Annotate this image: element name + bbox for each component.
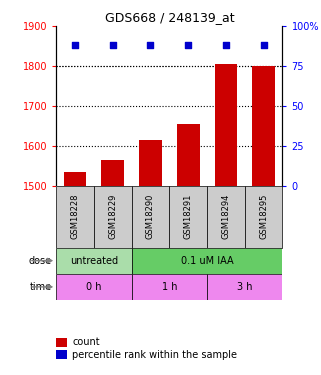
Bar bbox=[177, 124, 199, 186]
Text: untreated: untreated bbox=[70, 256, 118, 266]
Text: 0.1 uM IAA: 0.1 uM IAA bbox=[181, 256, 233, 266]
FancyBboxPatch shape bbox=[56, 186, 94, 248]
FancyBboxPatch shape bbox=[207, 186, 245, 248]
Text: GSM18229: GSM18229 bbox=[108, 194, 117, 239]
Point bbox=[261, 42, 266, 48]
Point bbox=[186, 42, 191, 48]
FancyBboxPatch shape bbox=[245, 186, 282, 248]
Point bbox=[110, 42, 115, 48]
FancyBboxPatch shape bbox=[207, 274, 282, 300]
Title: GDS668 / 248139_at: GDS668 / 248139_at bbox=[105, 11, 234, 24]
Bar bbox=[252, 66, 275, 186]
FancyBboxPatch shape bbox=[132, 274, 207, 300]
Text: count: count bbox=[72, 337, 100, 347]
Text: GSM18294: GSM18294 bbox=[221, 194, 230, 239]
Text: percentile rank within the sample: percentile rank within the sample bbox=[72, 350, 237, 360]
Bar bbox=[101, 160, 124, 186]
FancyBboxPatch shape bbox=[94, 186, 132, 248]
Bar bbox=[214, 64, 237, 186]
Text: 3 h: 3 h bbox=[237, 282, 253, 292]
FancyBboxPatch shape bbox=[132, 248, 282, 274]
FancyBboxPatch shape bbox=[132, 186, 169, 248]
Bar bbox=[64, 172, 86, 186]
Bar bbox=[139, 140, 162, 186]
Text: 1 h: 1 h bbox=[161, 282, 177, 292]
Text: GSM18295: GSM18295 bbox=[259, 194, 268, 239]
Text: 0 h: 0 h bbox=[86, 282, 102, 292]
FancyBboxPatch shape bbox=[169, 186, 207, 248]
Text: dose: dose bbox=[29, 256, 52, 266]
FancyBboxPatch shape bbox=[56, 248, 132, 274]
Point bbox=[223, 42, 229, 48]
Text: GSM18291: GSM18291 bbox=[184, 194, 193, 239]
FancyBboxPatch shape bbox=[56, 274, 132, 300]
Point bbox=[73, 42, 78, 48]
Text: GSM18290: GSM18290 bbox=[146, 194, 155, 239]
Text: GSM18228: GSM18228 bbox=[71, 194, 80, 239]
Point bbox=[148, 42, 153, 48]
Text: time: time bbox=[30, 282, 52, 292]
